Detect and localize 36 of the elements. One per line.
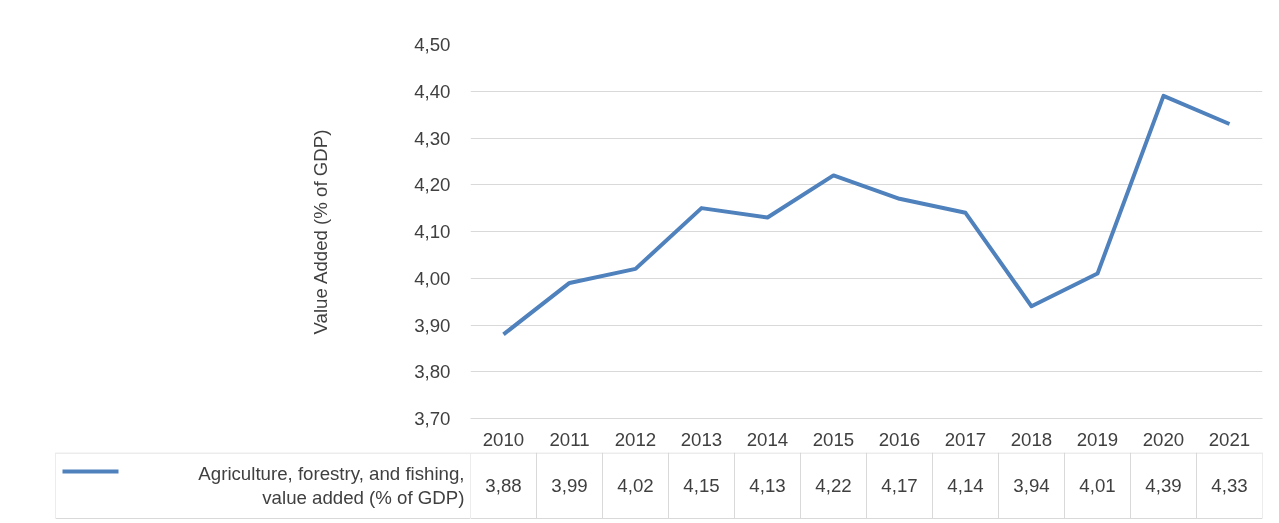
y-tick-label: 4,30: [414, 127, 451, 149]
data-label: 4,39: [1145, 475, 1182, 496]
x-tick-label: 2013: [680, 428, 723, 450]
x-tick-label: 2021: [1208, 428, 1251, 450]
text: Agriculture, forestry, and fishing, value added (% of GDP): [198, 463, 465, 508]
data-label: 3,88: [485, 475, 522, 496]
y-tick-label: 4,50: [414, 34, 451, 55]
x-tick-label: 2016: [878, 428, 921, 450]
x-tick-label: 2012: [614, 428, 657, 450]
data-label: 3,94: [1013, 475, 1050, 496]
line-series: [501, 93, 1232, 337]
x-tick-label: 2019: [1076, 428, 1119, 450]
x-tick-label: 2015: [812, 428, 855, 450]
x-tick-label: 2017: [944, 428, 987, 450]
data-label: 4,33: [1211, 475, 1248, 496]
y-tick-label: 3,70: [414, 408, 451, 429]
y-tick-label: 3,80: [414, 361, 451, 383]
y-tick-label: 4,20: [414, 174, 451, 196]
data-label: 4,01: [1079, 475, 1116, 496]
data-label: 4,15: [683, 475, 720, 496]
data-label: 4,14: [947, 475, 984, 496]
x-tick-label: 2014: [746, 428, 789, 450]
data-label: 4,13: [749, 475, 786, 496]
y-tick-label: 4,40: [414, 80, 451, 102]
data-label: 4,22: [815, 475, 852, 496]
y-tick-label: 4,10: [414, 221, 451, 242]
x-tick-label: 2020: [1142, 428, 1185, 450]
data-label: 3,99: [551, 475, 588, 496]
y-tick-label: 4,00: [414, 267, 451, 289]
x-tick-label: 2010: [482, 428, 525, 450]
x-tick-label: 2018: [1010, 428, 1053, 450]
y-axis-title: Value Added (% of GDP): [310, 129, 332, 335]
data-label: 4,17: [881, 475, 918, 496]
data-label: 4,02: [617, 475, 654, 496]
x-tick-label: 2011: [549, 428, 590, 450]
y-tick-label: 3,90: [414, 314, 451, 336]
